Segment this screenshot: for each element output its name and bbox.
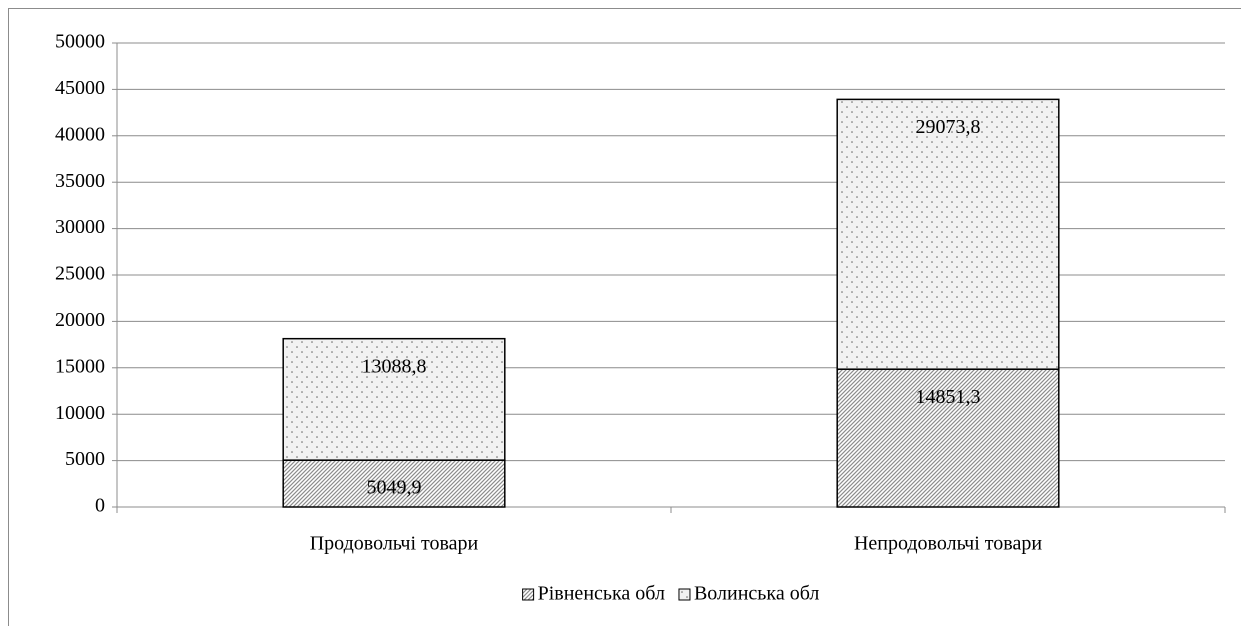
y-tick-label: 30000 [55,216,105,238]
chart-frame [8,8,1241,626]
y-tick-label: 15000 [55,355,105,377]
y-tick-label: 45000 [55,77,105,99]
legend-swatch [522,588,535,601]
bar-segment [282,337,506,461]
x-tick-label: Продовольчі товари [310,533,479,555]
x-tick-label: Непродовольчі товари [854,533,1042,555]
y-tick-label: 0 [95,495,105,517]
bar-segment [836,98,1060,370]
data-label: 5049,9 [367,477,422,499]
bar-segment [836,368,1060,508]
y-tick-label: 40000 [55,123,105,145]
data-label: 13088,8 [362,355,427,377]
data-label: 29073,8 [916,116,981,138]
y-tick-label: 20000 [55,309,105,331]
legend-swatch [678,588,691,601]
y-tick-label: 50000 [55,31,105,53]
y-tick-label: 10000 [55,402,105,424]
y-tick-label: 25000 [55,263,105,285]
y-tick-label: 35000 [55,170,105,192]
bar-segment [282,459,506,508]
y-tick-label: 5000 [65,448,105,470]
data-label: 14851,3 [916,386,981,408]
legend-label: Рівненська обл [538,583,665,605]
legend-label: Волинська обл [694,583,819,605]
